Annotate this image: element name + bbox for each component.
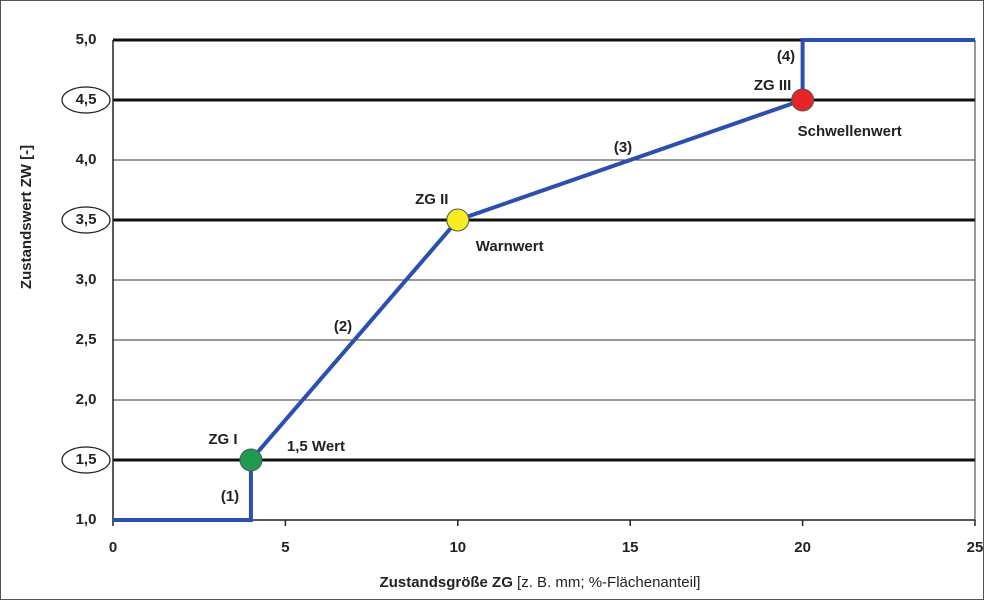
point-label: ZG I — [208, 431, 237, 448]
x-tick-label: 15 — [622, 539, 639, 556]
x-tick-label: 10 — [449, 539, 466, 556]
point-label: ZG III — [754, 77, 792, 94]
y-tick-label: 3,0 — [76, 271, 97, 288]
x-axis-label-main: Zustandsgröße ZG — [380, 574, 513, 591]
point-note: Schwellenwert — [798, 123, 902, 140]
tick-circle — [61, 446, 111, 474]
point — [446, 208, 470, 232]
x-tick-label: 25 — [967, 539, 984, 556]
y-tick-label: 4,0 — [76, 151, 97, 168]
y-tick-label: 1,0 — [76, 511, 97, 528]
y-tick-label: 3,5 — [76, 211, 97, 228]
x-tick-label: 0 — [109, 539, 117, 556]
x-tick-label: 5 — [281, 539, 289, 556]
x-axis-label-unit: [z. B. mm; %-Flächenanteil] — [517, 574, 700, 591]
annotation: (3) — [614, 139, 632, 156]
y-axis-label: Zustandswert ZW [-] — [18, 145, 35, 289]
x-tick-label: 20 — [794, 539, 811, 556]
y-tick-label: 5,0 — [76, 31, 97, 48]
point-note: 1,5 Wert — [287, 438, 345, 455]
point-label: ZG II — [415, 191, 448, 208]
point-note: Warnwert — [476, 238, 544, 255]
y-tick-label: 1,5 — [76, 451, 97, 468]
annotation: (2) — [334, 318, 352, 335]
annotation: (4) — [777, 48, 795, 65]
y-tick-label: 2,0 — [76, 391, 97, 408]
y-tick-label: 2,5 — [76, 331, 97, 348]
annotation: (1) — [221, 488, 239, 505]
x-axis-label: Zustandsgröße ZG [z. B. mm; %-Flächenant… — [380, 574, 701, 591]
point — [239, 448, 263, 472]
point — [791, 88, 815, 112]
tick-circle — [61, 206, 111, 234]
y-tick-label: 4,5 — [76, 91, 97, 108]
tick-circle — [61, 86, 111, 114]
